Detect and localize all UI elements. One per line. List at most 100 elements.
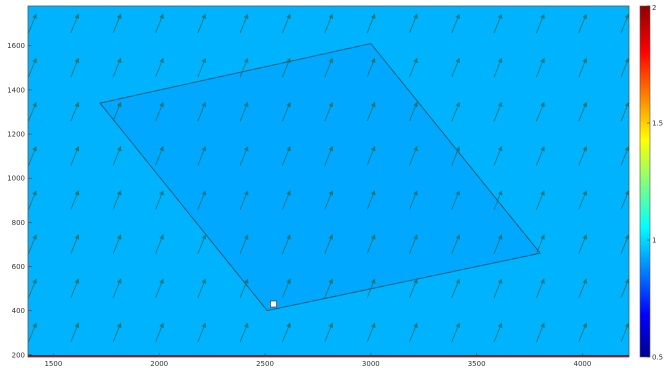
- vector-arrow: [155, 278, 164, 298]
- vector-arrow: [112, 13, 122, 34]
- y-tick-label: 800: [12, 219, 25, 227]
- vector-arrow: [578, 101, 588, 122]
- colorbar-tick-label: 1: [652, 237, 656, 245]
- y-tick-label: 1600: [7, 42, 25, 50]
- vector-arrow: [408, 101, 418, 122]
- vector-arrow: [451, 57, 461, 78]
- vector-arrow: [112, 145, 122, 166]
- vector-arrow: [578, 278, 588, 298]
- vector-arrow: [197, 322, 207, 343]
- vector-arrow: [493, 101, 503, 122]
- vector-arrow: [578, 234, 588, 254]
- vector-arrow: [620, 190, 629, 210]
- vector-arrow: [408, 57, 418, 78]
- vector-arrow: [28, 278, 37, 298]
- vector-arrow: [451, 190, 461, 210]
- vector-arrow: [28, 190, 37, 210]
- vector-arrow: [620, 234, 629, 254]
- vector-arrow: [366, 278, 376, 298]
- vector-arrow: [197, 234, 207, 254]
- colorbar-gradient: [639, 5, 651, 358]
- vector-arrow: [70, 13, 80, 34]
- vector-arrow: [408, 322, 418, 343]
- y-tick-label: 600: [12, 263, 25, 271]
- vector-arrow: [366, 234, 376, 254]
- vector-arrow: [155, 145, 164, 166]
- vector-arrow: [451, 234, 461, 254]
- vector-arrow: [155, 322, 164, 343]
- vector-arrow: [239, 190, 249, 210]
- vector-arrow: [155, 234, 164, 254]
- y-tick-label: 200: [12, 351, 25, 359]
- vector-arrow: [366, 101, 376, 122]
- vector-arrow: [578, 322, 588, 343]
- vector-arrow: [578, 190, 588, 210]
- vector-arrow: [197, 145, 207, 166]
- vector-arrow: [197, 101, 207, 122]
- vector-arrow: [112, 57, 122, 78]
- vector-arrow: [239, 57, 249, 78]
- vector-arrow: [239, 278, 249, 298]
- vector-arrow: [620, 278, 629, 298]
- vector-arrow: [239, 101, 249, 122]
- vector-arrow: [281, 13, 291, 34]
- x-tick-label: 3500: [468, 360, 486, 368]
- vector-arrow: [112, 322, 122, 343]
- vector-arrow: [239, 322, 249, 343]
- vector-arrow: [535, 13, 545, 34]
- x-tick-label: 2500: [256, 360, 274, 368]
- vector-arrow: [281, 190, 291, 210]
- vector-arrow: [281, 101, 291, 122]
- vector-arrow: [451, 145, 461, 166]
- y-tick-label: 1200: [7, 131, 25, 139]
- vector-arrow: [324, 57, 334, 78]
- vector-arrow: [70, 322, 80, 343]
- vector-arrow: [28, 234, 37, 254]
- y-axis: 200 400 600 800 1000 1200 1400 1600: [7, 42, 32, 359]
- vector-arrow: [620, 13, 629, 34]
- vector-arrow: [112, 101, 122, 122]
- y-tick-label: 1000: [7, 175, 25, 183]
- vector-arrow: [493, 322, 503, 343]
- vector-arrow: [493, 145, 503, 166]
- y-tick-label: 1400: [7, 86, 25, 94]
- vector-arrow: [112, 190, 122, 210]
- vector-arrow: [155, 57, 164, 78]
- vector-arrow: [366, 13, 376, 34]
- vector-arrow: [408, 234, 418, 254]
- vector-arrow: [535, 57, 545, 78]
- vector-arrow: [493, 13, 503, 34]
- vector-arrow: [155, 190, 164, 210]
- vector-arrow: [620, 322, 629, 343]
- vector-arrow: [28, 101, 37, 122]
- vector-arrow: [578, 145, 588, 166]
- vector-arrow: [197, 13, 207, 34]
- vector-arrow: [70, 278, 80, 298]
- vector-arrow: [281, 278, 291, 298]
- vector-arrow: [535, 278, 545, 298]
- vector-arrow: [155, 13, 164, 34]
- vector-arrow: [408, 190, 418, 210]
- vector-arrow: [324, 278, 334, 298]
- vector-arrow: [408, 145, 418, 166]
- vector-arrow: [324, 101, 334, 122]
- marker-square: [270, 300, 277, 308]
- vector-arrow: [281, 234, 291, 254]
- vector-arrow: [535, 101, 545, 122]
- vector-arrow: [451, 101, 461, 122]
- vector-field: [28, 13, 629, 343]
- vector-arrow: [535, 190, 545, 210]
- vector-arrow: [239, 234, 249, 254]
- vector-arrow: [28, 13, 37, 34]
- vector-arrow: [197, 57, 207, 78]
- vector-arrow: [535, 234, 545, 254]
- vector-arrow: [535, 145, 545, 166]
- vector-arrow: [28, 145, 37, 166]
- vector-arrow: [324, 234, 334, 254]
- vector-arrow: [70, 234, 80, 254]
- x-tick-label: 3000: [362, 360, 380, 368]
- y-tick-label: 400: [12, 307, 25, 315]
- vector-arrow: [70, 145, 80, 166]
- vector-arrow: [197, 278, 207, 298]
